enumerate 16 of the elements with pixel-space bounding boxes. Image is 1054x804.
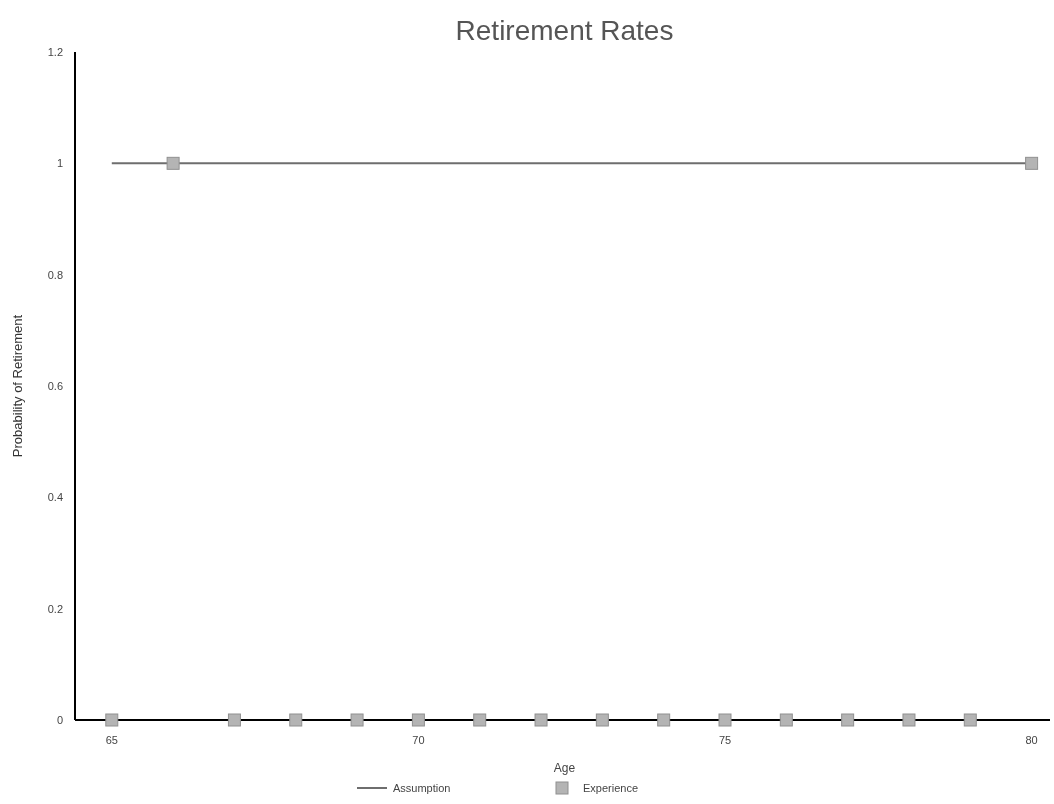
y-tick-label: 0.4 bbox=[47, 491, 63, 504]
y-tick-label: 0.2 bbox=[47, 602, 63, 615]
y-tick-label: 0 bbox=[56, 714, 63, 726]
y-tick-label: 1.2 bbox=[47, 46, 63, 58]
y-axis-title: Probability of Retirement bbox=[10, 314, 25, 458]
x-tick-label: 80 bbox=[1025, 734, 1038, 746]
legend-label: Experience bbox=[583, 782, 639, 794]
x-axis-title: Age bbox=[553, 761, 576, 775]
legend-label: Assumption bbox=[393, 782, 451, 794]
y-tick-label: 0.8 bbox=[47, 268, 63, 281]
x-tick-label: 65 bbox=[105, 734, 118, 746]
y-tick-label: 1 bbox=[56, 157, 63, 170]
y-tick-label: 0.6 bbox=[47, 380, 63, 392]
x-tick-label: 70 bbox=[412, 734, 425, 746]
x-tick-label: 75 bbox=[718, 734, 732, 746]
chart-title: Retirement Rates bbox=[455, 15, 674, 46]
